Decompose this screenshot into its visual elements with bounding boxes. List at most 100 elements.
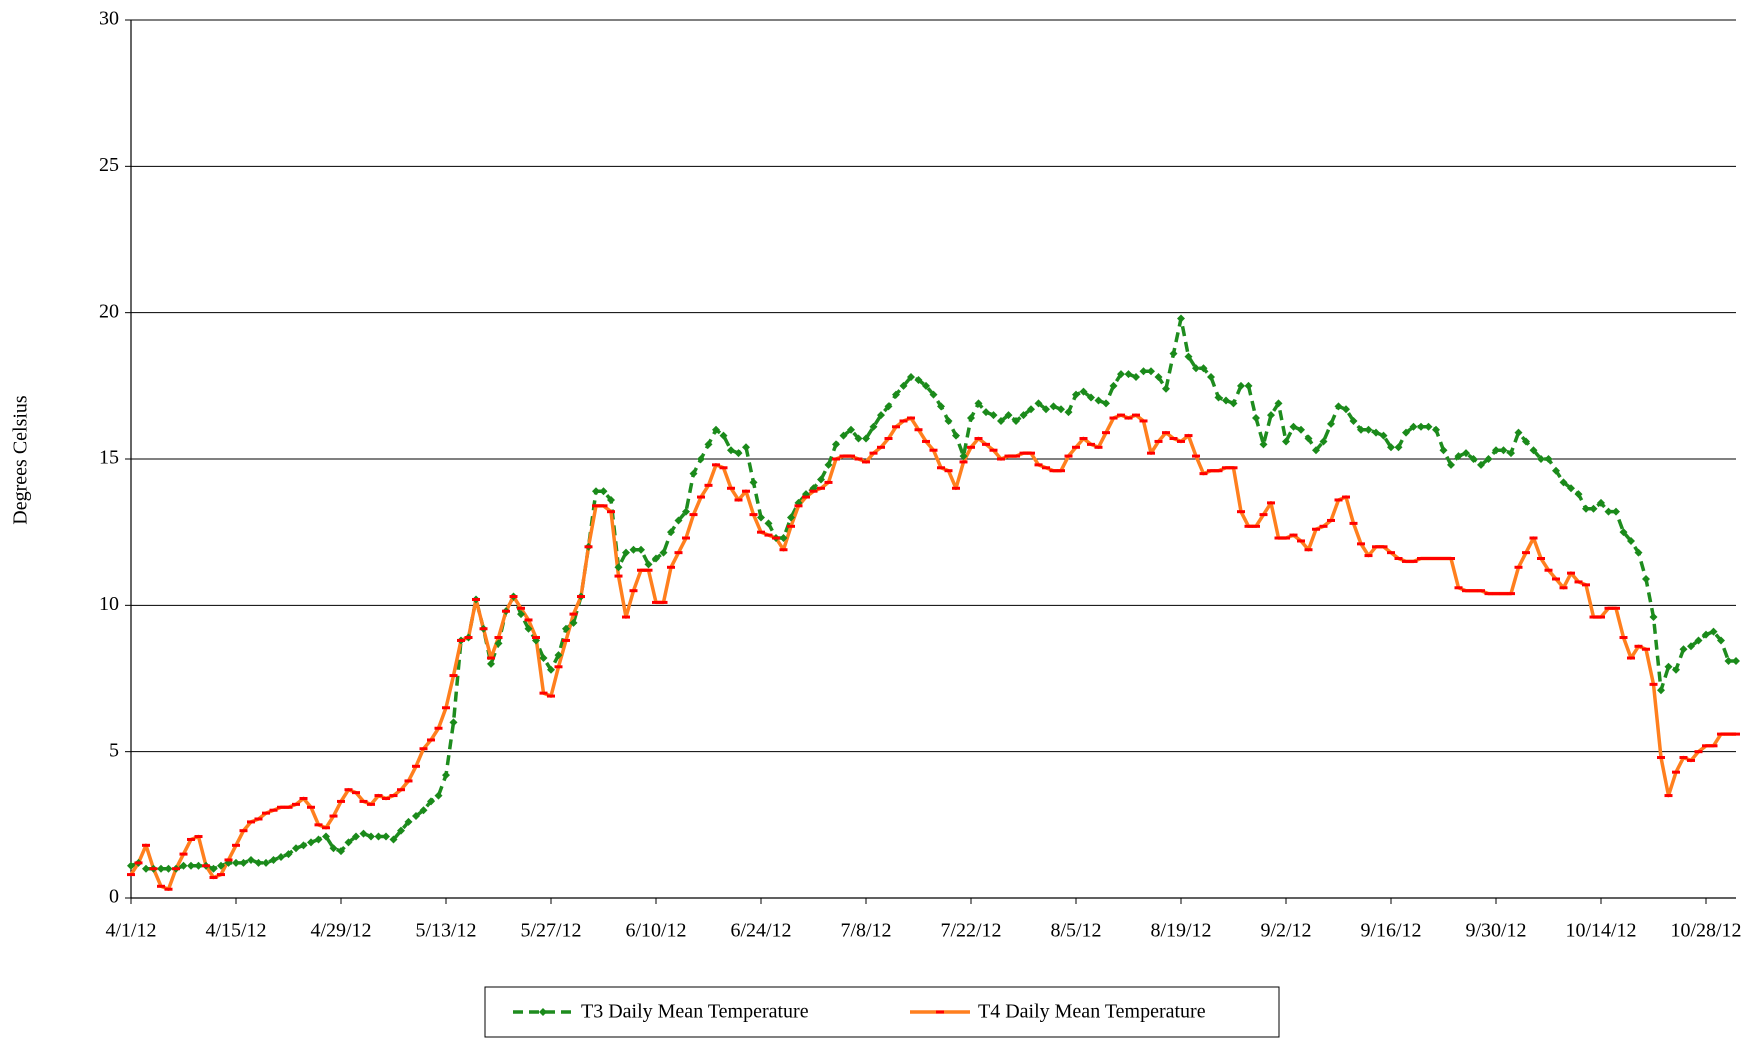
marker: [569, 612, 578, 616]
marker: [337, 799, 345, 803]
marker: [674, 516, 683, 525]
marker: [1694, 636, 1703, 645]
marker: [1424, 557, 1433, 561]
marker: [1582, 583, 1590, 587]
marker: [1642, 647, 1650, 651]
marker: [1492, 592, 1500, 596]
marker: [742, 489, 750, 493]
marker: [337, 847, 345, 856]
marker: [1102, 399, 1110, 408]
marker: [1162, 384, 1170, 393]
marker: [1417, 422, 1425, 431]
marker: [929, 390, 938, 399]
marker: [1199, 472, 1208, 476]
marker: [232, 858, 240, 867]
marker: [1567, 484, 1575, 493]
marker: [937, 402, 945, 411]
x-tick-label: 8/19/12: [1150, 920, 1211, 942]
marker: [314, 823, 323, 827]
legend-item: T3 Daily Mean Temperature: [513, 1001, 809, 1023]
marker: [832, 457, 840, 461]
marker: [1552, 577, 1560, 581]
marker: [862, 460, 870, 464]
marker: [479, 627, 488, 631]
marker: [967, 445, 975, 449]
marker: [1274, 399, 1283, 408]
marker: [1687, 642, 1695, 651]
marker: [787, 524, 795, 528]
marker: [187, 837, 195, 841]
marker: [239, 858, 248, 867]
marker: [404, 817, 413, 826]
marker: [629, 589, 638, 593]
x-tick-label: 7/8/12: [840, 920, 891, 942]
marker: [322, 832, 330, 841]
x-tick-label: 6/24/12: [730, 920, 791, 942]
marker: [1177, 439, 1185, 443]
marker: [659, 548, 668, 557]
series-markers: [127, 314, 1740, 873]
marker: [742, 443, 750, 452]
marker: [1724, 732, 1733, 736]
marker: [389, 794, 398, 798]
marker: [637, 568, 645, 572]
marker: [1109, 416, 1118, 420]
marker: [644, 560, 653, 569]
marker: [532, 636, 540, 640]
marker: [779, 534, 788, 543]
marker: [1694, 750, 1703, 754]
marker: [1334, 498, 1343, 502]
marker: [367, 802, 375, 806]
marker: [757, 530, 765, 534]
marker: [1237, 510, 1245, 514]
y-tick-label: 20: [99, 300, 119, 322]
marker: [839, 431, 848, 440]
marker: [164, 864, 173, 873]
marker: [952, 431, 960, 440]
marker: [599, 504, 608, 508]
marker: [194, 835, 203, 839]
marker: [1612, 606, 1620, 610]
marker: [352, 791, 360, 795]
marker: [1282, 437, 1290, 446]
marker: [1364, 425, 1373, 434]
x-tick-label: 9/16/12: [1360, 920, 1421, 942]
marker: [727, 446, 735, 455]
marker: [247, 855, 255, 864]
marker: [442, 706, 450, 710]
marker: [1679, 645, 1688, 654]
marker: [1619, 528, 1628, 537]
marker: [329, 814, 338, 818]
marker: [1477, 589, 1485, 593]
marker: [1567, 571, 1575, 575]
marker: [1034, 399, 1043, 408]
marker: [187, 861, 195, 870]
marker: [382, 796, 390, 800]
marker: [1184, 434, 1193, 438]
marker: [1627, 656, 1635, 660]
x-tick-label: 9/30/12: [1465, 920, 1526, 942]
marker: [1544, 568, 1553, 572]
marker: [1582, 504, 1590, 513]
marker: [1004, 454, 1013, 458]
marker: [832, 440, 840, 449]
marker: [494, 636, 503, 640]
marker: [854, 434, 863, 443]
marker: [907, 416, 915, 420]
marker: [367, 832, 375, 841]
marker: [959, 460, 968, 464]
marker: [1132, 373, 1140, 382]
marker: [1559, 586, 1568, 590]
marker: [1079, 437, 1088, 441]
marker: [1439, 446, 1448, 455]
marker: [1169, 437, 1178, 441]
marker: [374, 794, 383, 798]
marker: [1192, 364, 1200, 373]
plot-area: 0 5 10 15 20 25 30 4/1/12 4/15/12 4/29/12 5/13/12 5…: [99, 8, 1742, 942]
marker: [1297, 425, 1305, 434]
marker: [449, 718, 458, 727]
marker: [1177, 314, 1185, 323]
marker: [269, 808, 278, 812]
